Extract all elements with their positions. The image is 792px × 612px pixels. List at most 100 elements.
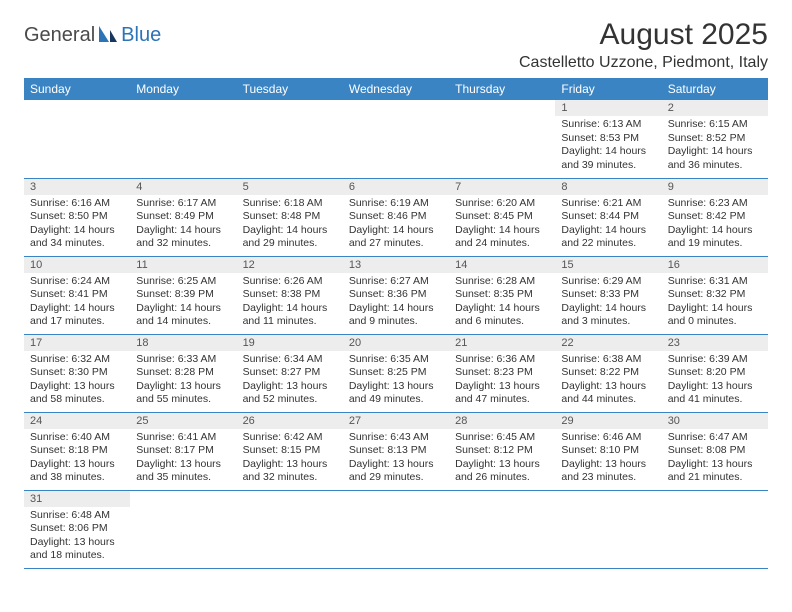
day-number: 19	[237, 335, 343, 351]
day-details: Sunrise: 6:41 AMSunset: 8:17 PMDaylight:…	[130, 429, 236, 490]
sunset-line: Sunset: 8:23 PM	[455, 366, 549, 380]
daylight-line: Daylight: 13 hours and 38 minutes.	[30, 458, 124, 485]
daylight-line: Daylight: 13 hours and 23 minutes.	[561, 458, 655, 485]
calendar-day-cell: 24Sunrise: 6:40 AMSunset: 8:18 PMDayligh…	[24, 412, 130, 490]
calendar-header-row: SundayMondayTuesdayWednesdayThursdayFrid…	[24, 78, 768, 100]
sunset-line: Sunset: 8:13 PM	[349, 444, 443, 458]
day-details: Sunrise: 6:39 AMSunset: 8:20 PMDaylight:…	[662, 351, 768, 412]
daylight-line: Daylight: 13 hours and 47 minutes.	[455, 380, 549, 407]
daylight-line: Daylight: 14 hours and 14 minutes.	[136, 302, 230, 329]
daylight-line: Daylight: 13 hours and 58 minutes.	[30, 380, 124, 407]
calendar-day-cell: 4Sunrise: 6:17 AMSunset: 8:49 PMDaylight…	[130, 178, 236, 256]
daylight-line: Daylight: 14 hours and 11 minutes.	[243, 302, 337, 329]
calendar-week-row: 10Sunrise: 6:24 AMSunset: 8:41 PMDayligh…	[24, 256, 768, 334]
sunrise-line: Sunrise: 6:46 AM	[561, 431, 655, 445]
sunset-line: Sunset: 8:06 PM	[30, 522, 124, 536]
sunset-line: Sunset: 8:18 PM	[30, 444, 124, 458]
sunrise-line: Sunrise: 6:33 AM	[136, 353, 230, 367]
sunset-line: Sunset: 8:17 PM	[136, 444, 230, 458]
day-number: 1	[555, 100, 661, 116]
day-details: Sunrise: 6:25 AMSunset: 8:39 PMDaylight:…	[130, 273, 236, 334]
calendar-empty-cell	[343, 490, 449, 568]
sunset-line: Sunset: 8:30 PM	[30, 366, 124, 380]
sunrise-line: Sunrise: 6:13 AM	[561, 118, 655, 132]
calendar-day-cell: 23Sunrise: 6:39 AMSunset: 8:20 PMDayligh…	[662, 334, 768, 412]
day-number: 18	[130, 335, 236, 351]
sunrise-line: Sunrise: 6:39 AM	[668, 353, 762, 367]
day-number: 30	[662, 413, 768, 429]
calendar-day-cell: 22Sunrise: 6:38 AMSunset: 8:22 PMDayligh…	[555, 334, 661, 412]
calendar-day-cell: 9Sunrise: 6:23 AMSunset: 8:42 PMDaylight…	[662, 178, 768, 256]
sunset-line: Sunset: 8:10 PM	[561, 444, 655, 458]
day-number: 22	[555, 335, 661, 351]
calendar-empty-cell	[24, 100, 130, 178]
sunset-line: Sunset: 8:53 PM	[561, 132, 655, 146]
day-details: Sunrise: 6:23 AMSunset: 8:42 PMDaylight:…	[662, 195, 768, 256]
sunrise-line: Sunrise: 6:42 AM	[243, 431, 337, 445]
sunset-line: Sunset: 8:45 PM	[455, 210, 549, 224]
day-details: Sunrise: 6:21 AMSunset: 8:44 PMDaylight:…	[555, 195, 661, 256]
calendar-empty-cell	[343, 100, 449, 178]
day-number: 10	[24, 257, 130, 273]
daylight-line: Daylight: 14 hours and 6 minutes.	[455, 302, 549, 329]
calendar-week-row: 3Sunrise: 6:16 AMSunset: 8:50 PMDaylight…	[24, 178, 768, 256]
day-number: 25	[130, 413, 236, 429]
day-number: 16	[662, 257, 768, 273]
day-details: Sunrise: 6:36 AMSunset: 8:23 PMDaylight:…	[449, 351, 555, 412]
daylight-line: Daylight: 13 hours and 52 minutes.	[243, 380, 337, 407]
sunset-line: Sunset: 8:38 PM	[243, 288, 337, 302]
calendar-day-cell: 28Sunrise: 6:45 AMSunset: 8:12 PMDayligh…	[449, 412, 555, 490]
calendar-table: SundayMondayTuesdayWednesdayThursdayFrid…	[24, 78, 768, 569]
logo-text-general: General	[24, 24, 95, 47]
day-details: Sunrise: 6:40 AMSunset: 8:18 PMDaylight:…	[24, 429, 130, 490]
day-details: Sunrise: 6:42 AMSunset: 8:15 PMDaylight:…	[237, 429, 343, 490]
sunset-line: Sunset: 8:33 PM	[561, 288, 655, 302]
day-details: Sunrise: 6:34 AMSunset: 8:27 PMDaylight:…	[237, 351, 343, 412]
sunrise-line: Sunrise: 6:29 AM	[561, 275, 655, 289]
sunrise-line: Sunrise: 6:34 AM	[243, 353, 337, 367]
sunrise-line: Sunrise: 6:19 AM	[349, 197, 443, 211]
day-details: Sunrise: 6:47 AMSunset: 8:08 PMDaylight:…	[662, 429, 768, 490]
day-details: Sunrise: 6:13 AMSunset: 8:53 PMDaylight:…	[555, 116, 661, 177]
day-details: Sunrise: 6:46 AMSunset: 8:10 PMDaylight:…	[555, 429, 661, 490]
weekday-header: Friday	[555, 78, 661, 100]
day-number: 3	[24, 179, 130, 195]
logo-text-blue: Blue	[121, 24, 161, 47]
daylight-line: Daylight: 13 hours and 44 minutes.	[561, 380, 655, 407]
logo: General Blue	[24, 24, 161, 47]
daylight-line: Daylight: 14 hours and 34 minutes.	[30, 224, 124, 251]
calendar-week-row: 17Sunrise: 6:32 AMSunset: 8:30 PMDayligh…	[24, 334, 768, 412]
day-number: 29	[555, 413, 661, 429]
day-number: 28	[449, 413, 555, 429]
sunrise-line: Sunrise: 6:23 AM	[668, 197, 762, 211]
daylight-line: Daylight: 14 hours and 17 minutes.	[30, 302, 124, 329]
daylight-line: Daylight: 13 hours and 35 minutes.	[136, 458, 230, 485]
day-details: Sunrise: 6:33 AMSunset: 8:28 PMDaylight:…	[130, 351, 236, 412]
sunset-line: Sunset: 8:42 PM	[668, 210, 762, 224]
weekday-header: Sunday	[24, 78, 130, 100]
sunrise-line: Sunrise: 6:41 AM	[136, 431, 230, 445]
day-number: 9	[662, 179, 768, 195]
day-number: 14	[449, 257, 555, 273]
calendar-day-cell: 13Sunrise: 6:27 AMSunset: 8:36 PMDayligh…	[343, 256, 449, 334]
sunrise-line: Sunrise: 6:21 AM	[561, 197, 655, 211]
sunrise-line: Sunrise: 6:45 AM	[455, 431, 549, 445]
location: Castelletto Uzzone, Piedmont, Italy	[519, 54, 768, 72]
sunrise-line: Sunrise: 6:32 AM	[30, 353, 124, 367]
sunset-line: Sunset: 8:28 PM	[136, 366, 230, 380]
day-details: Sunrise: 6:38 AMSunset: 8:22 PMDaylight:…	[555, 351, 661, 412]
day-details: Sunrise: 6:31 AMSunset: 8:32 PMDaylight:…	[662, 273, 768, 334]
sunset-line: Sunset: 8:44 PM	[561, 210, 655, 224]
day-number: 13	[343, 257, 449, 273]
sunrise-line: Sunrise: 6:47 AM	[668, 431, 762, 445]
calendar-day-cell: 29Sunrise: 6:46 AMSunset: 8:10 PMDayligh…	[555, 412, 661, 490]
weekday-header: Wednesday	[343, 78, 449, 100]
daylight-line: Daylight: 13 hours and 26 minutes.	[455, 458, 549, 485]
daylight-line: Daylight: 14 hours and 22 minutes.	[561, 224, 655, 251]
day-details: Sunrise: 6:18 AMSunset: 8:48 PMDaylight:…	[237, 195, 343, 256]
sunset-line: Sunset: 8:35 PM	[455, 288, 549, 302]
calendar-day-cell: 6Sunrise: 6:19 AMSunset: 8:46 PMDaylight…	[343, 178, 449, 256]
calendar-day-cell: 20Sunrise: 6:35 AMSunset: 8:25 PMDayligh…	[343, 334, 449, 412]
calendar-day-cell: 10Sunrise: 6:24 AMSunset: 8:41 PMDayligh…	[24, 256, 130, 334]
day-details: Sunrise: 6:29 AMSunset: 8:33 PMDaylight:…	[555, 273, 661, 334]
